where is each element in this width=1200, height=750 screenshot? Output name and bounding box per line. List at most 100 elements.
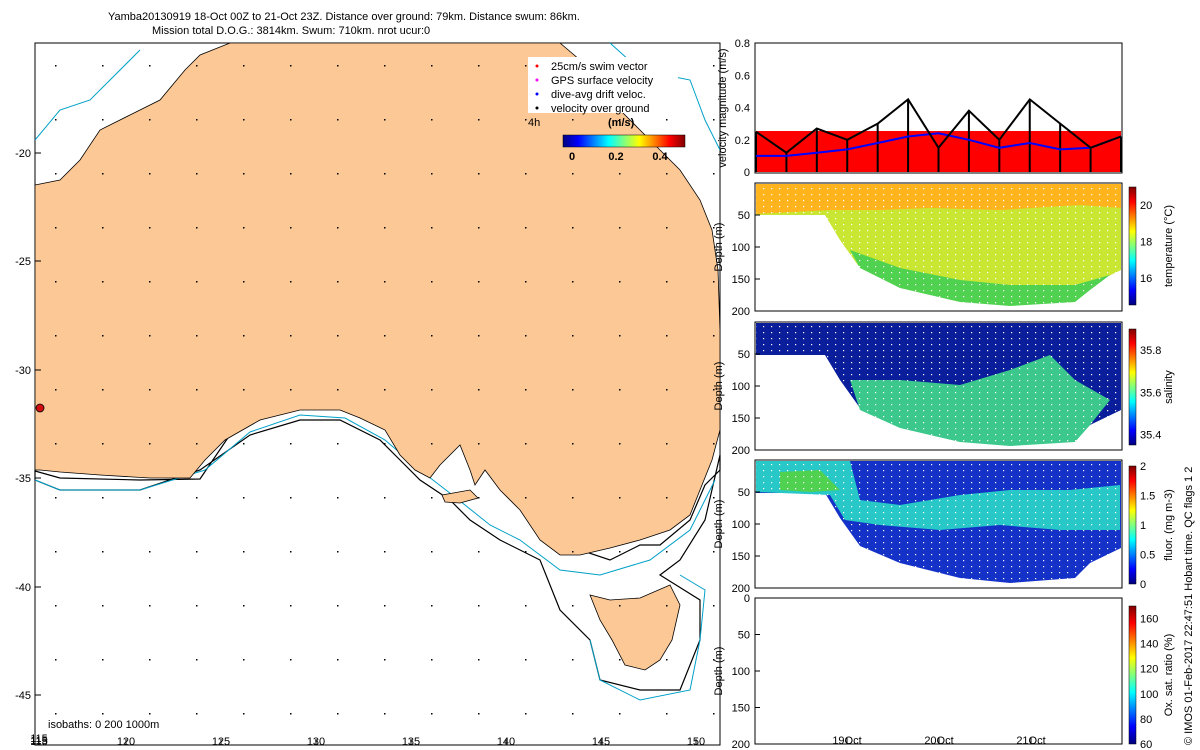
map-grid-dot [55, 281, 57, 283]
map-grid-dot [55, 497, 57, 499]
depth-ytick: 100 [732, 666, 750, 678]
map-grid-dot [666, 551, 668, 553]
lon-tick-label: 135 [402, 736, 420, 748]
legend-vog-label: velocity over ground [551, 103, 649, 115]
map-grid-dot [55, 119, 57, 121]
map-grid-dot [431, 443, 433, 445]
map-grid-dot [196, 281, 198, 283]
map-grid-dot [243, 551, 245, 553]
map-grid-dot [384, 713, 386, 715]
map-grid-dot [102, 227, 104, 229]
map-grid-dot [666, 713, 668, 715]
map-grid-dot [290, 281, 292, 283]
map-grid-dot [713, 389, 715, 391]
map-grid-dot [525, 659, 527, 661]
colorbar-tick: 16 [1140, 273, 1152, 285]
map-grid-dot [619, 389, 621, 391]
map-grid-dot [572, 497, 574, 499]
map-grid-dot [713, 659, 715, 661]
map-grid-dot [666, 605, 668, 607]
map-grid-dot [525, 335, 527, 337]
depth-ytick: 150 [732, 413, 750, 425]
time-xtick: 21Oct [1016, 735, 1045, 747]
map-grid-dot [290, 443, 292, 445]
time-xtick: 20Oct [924, 735, 953, 747]
map-grid-dot [337, 497, 339, 499]
depth-ytick: 50 [738, 210, 750, 222]
lat-tick-label: -30 [15, 365, 31, 377]
map-grid-dot [102, 281, 104, 283]
lat-tick-label: -45 [15, 690, 31, 702]
lon-tick-labels: 115 [30, 733, 48, 745]
lat-tick-label: -40 [15, 582, 31, 594]
colorbar-tick: 140 [1140, 639, 1158, 651]
depth-ytick: 0 [744, 593, 750, 605]
map-grid-dot [196, 443, 198, 445]
map-grid-dot [431, 173, 433, 175]
map-grid-dot [666, 659, 668, 661]
map-grid-dot [384, 389, 386, 391]
map-grid-dot [196, 119, 198, 121]
colorbar-tick: 100 [1140, 689, 1158, 701]
map-grid-dot [478, 335, 480, 337]
lon-tick-label: 145 [592, 736, 610, 748]
velocity-over-ground-line [755, 97, 1122, 154]
map-grid-dot [149, 119, 151, 121]
map-grid-dot [713, 605, 715, 607]
map-grid-dot [196, 551, 198, 553]
map-grid-dot [619, 119, 621, 121]
map-grid-dot [572, 227, 574, 229]
map-grid-dot [149, 659, 151, 661]
map-grid-dot [431, 659, 433, 661]
map-grid-dot [525, 713, 527, 715]
depth-ytick: 50 [738, 630, 750, 642]
legend-swim-marker [535, 64, 539, 68]
map-grid-dot [525, 551, 527, 553]
map-grid-dot [196, 605, 198, 607]
map-grid-dot [102, 713, 104, 715]
map-grid-dot [572, 713, 574, 715]
isobath-north [34, 49, 141, 141]
map-grid-dot [196, 713, 198, 715]
colorbar-label: temperature (°C) [1163, 205, 1175, 287]
map-grid-dot [55, 659, 57, 661]
map-grid-dot [619, 335, 621, 337]
map-grid-dot [243, 173, 245, 175]
map-grid-dot [525, 443, 527, 445]
map-grid-dot [337, 551, 339, 553]
map-grid-dot [55, 173, 57, 175]
map-grid-dot [102, 605, 104, 607]
chart-title: Yamba20130919 18-Oct 00Z to 21-Oct 23Z. … [108, 11, 580, 23]
map-grid-dot [572, 389, 574, 391]
map-grid-dot [431, 713, 433, 715]
map-grid-dot [572, 443, 574, 445]
map-grid-dot [619, 497, 621, 499]
map-grid-dot [619, 227, 621, 229]
colorbar-label: fluor. (mg m-3) [1163, 489, 1175, 561]
map-grid-dot [431, 119, 433, 121]
map-speed-colorbar [562, 134, 686, 148]
colorbar-tick: 0.5 [1140, 550, 1155, 562]
speed-colorbar-tick-1: 0.2 [608, 151, 623, 163]
lon-tick-label: 120 [117, 736, 135, 748]
map-grid-dot [713, 65, 715, 67]
map-grid-dot [666, 119, 668, 121]
lon-ticks: 115 [30, 735, 697, 747]
map-grid-dot [243, 713, 245, 715]
lon-tick-label: 140 [497, 736, 515, 748]
depth-ylabel: Depth (m) [713, 500, 725, 549]
velocity-ylabel: velocity magnitude (m/s) [717, 48, 729, 167]
map-grid-dot [525, 173, 527, 175]
map-grid-dot [525, 605, 527, 607]
map-grid-dot [337, 713, 339, 715]
map-grid-dot [572, 119, 574, 121]
isobaths-label: isobaths: 0 200 1000m [48, 719, 159, 731]
map-grid-dot [619, 659, 621, 661]
map-grid-dot [666, 335, 668, 337]
map-grid-dot [713, 173, 715, 175]
map-grid-dot [55, 65, 57, 67]
map-grid-dot [243, 281, 245, 283]
map-grid-dot [337, 389, 339, 391]
map-grid-dot [666, 281, 668, 283]
speed-colorbar-unit: (m/s) [608, 117, 635, 129]
